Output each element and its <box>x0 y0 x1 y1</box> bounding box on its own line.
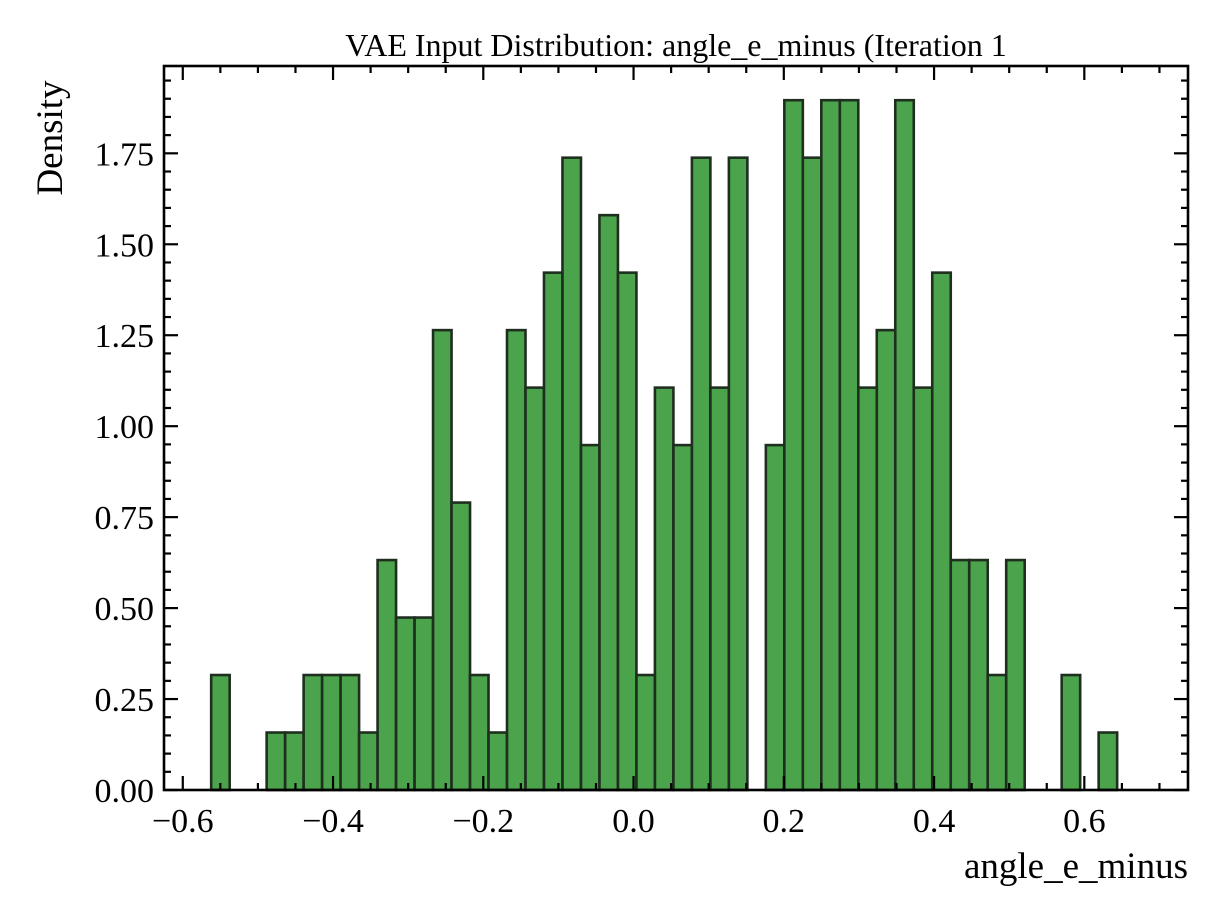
histogram-bar <box>376 558 398 792</box>
histogram-bar <box>542 271 564 792</box>
histogram-bar <box>986 673 1008 792</box>
histogram-bar <box>413 616 435 792</box>
histogram-bar <box>709 386 731 792</box>
histogram-bar <box>524 386 546 792</box>
histogram-bar <box>875 328 897 792</box>
y-tick-label: 0.00 <box>95 773 155 810</box>
x-axis-label: angle_e_minus <box>964 846 1188 887</box>
x-tick-label: 0.0 <box>612 803 655 840</box>
histogram-bar <box>893 98 916 792</box>
histogram-bar <box>357 731 379 792</box>
histogram-bar <box>339 673 361 792</box>
y-tick-label: 1.50 <box>95 227 155 264</box>
bars-group <box>209 98 1119 792</box>
y-tick-label: 1.75 <box>95 136 155 173</box>
x-tick-label: 0.4 <box>913 803 956 840</box>
y-tick-label: 0.75 <box>95 500 155 537</box>
histogram-bar <box>302 673 324 792</box>
histogram-bar <box>265 731 287 792</box>
histogram-bar <box>949 558 971 792</box>
histogram-bar <box>764 443 786 792</box>
histogram-bar <box>450 501 472 792</box>
histogram-bar <box>635 673 657 792</box>
plot-frame <box>162 64 1190 792</box>
histogram-bar <box>783 98 805 792</box>
x-tick-label: −0.6 <box>152 803 214 840</box>
histogram-bar <box>967 558 990 792</box>
histogram-bar <box>394 616 416 792</box>
ticks-group: −0.6 −0.4 −0.2 0.0 0.2 0.4 0.6 0.00 0.25 0.50 0.75… <box>95 66 1188 840</box>
histogram-bar <box>856 386 879 792</box>
histogram-bar <box>598 213 620 792</box>
histogram-bar <box>561 156 583 792</box>
histogram-bar <box>727 156 749 792</box>
y-tick-label: 0.50 <box>95 591 155 628</box>
x-tick-label: 0.2 <box>763 803 806 840</box>
histogram-bar <box>1004 558 1027 792</box>
histogram-bar <box>690 156 712 792</box>
histogram-bar <box>283 731 305 792</box>
y-tick-label: 1.25 <box>95 318 155 355</box>
histogram-bar <box>1097 731 1119 792</box>
histogram-bar <box>1060 673 1082 792</box>
histogram-bar <box>209 673 231 792</box>
histogram-bar <box>505 328 527 792</box>
histogram-bar <box>820 98 842 792</box>
histogram-bar <box>912 386 934 792</box>
histogram-bar <box>431 328 453 792</box>
histogram-bar <box>468 673 490 792</box>
histogram-bar <box>320 673 342 792</box>
chart-title: VAE Input Distribution: angle_e_minus (I… <box>345 27 1007 63</box>
x-tick-label: −0.2 <box>452 803 514 840</box>
histogram-bar <box>672 443 694 792</box>
histogram-bar <box>616 271 638 792</box>
histogram-bar <box>579 443 601 792</box>
y-tick-label: 0.25 <box>95 682 155 719</box>
histogram-bar <box>930 271 953 792</box>
x-tick-label: −0.4 <box>302 803 364 840</box>
x-tick-label: 0.6 <box>1063 803 1106 840</box>
histogram-bar <box>801 156 823 792</box>
y-tick-label: 1.00 <box>95 409 155 446</box>
histogram-bar <box>653 386 675 792</box>
y-axis-label: Density <box>30 80 71 196</box>
histogram-bar <box>838 98 860 792</box>
histogram-bar <box>487 731 509 792</box>
